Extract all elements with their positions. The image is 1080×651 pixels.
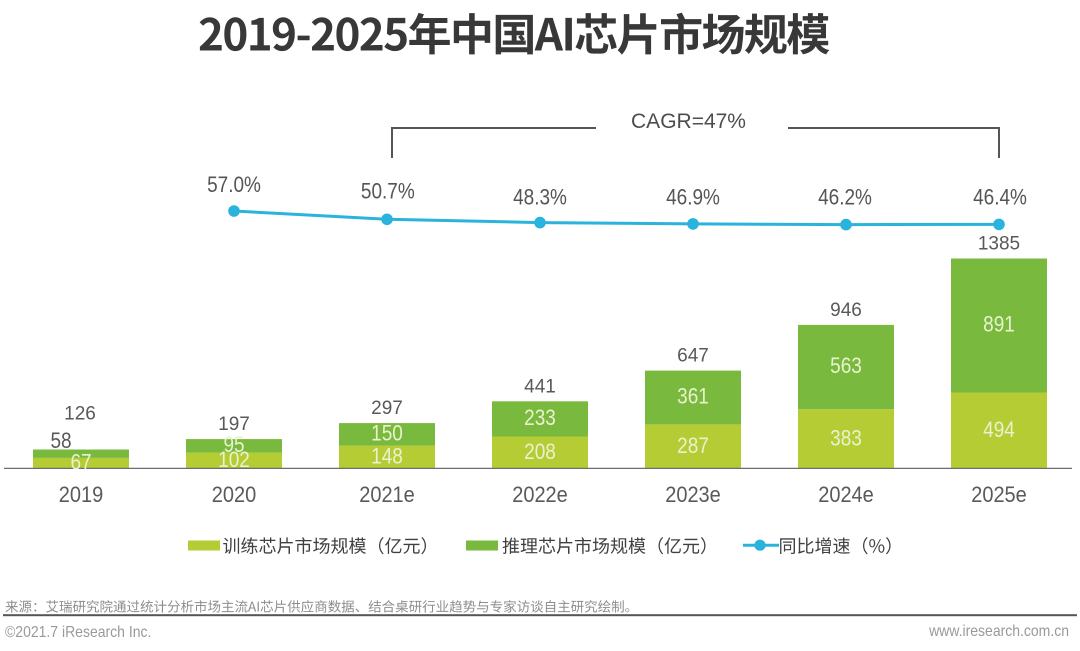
svg-text:©2021.7 iResearch Inc.: ©2021.7 iResearch Inc. (5, 624, 151, 641)
svg-text:287: 287 (677, 433, 709, 458)
svg-text:46.9%: 46.9% (666, 185, 720, 210)
svg-text:494: 494 (983, 417, 1015, 442)
svg-text:197: 197 (218, 414, 250, 435)
svg-text:233: 233 (524, 406, 556, 431)
svg-text:2025e: 2025e (971, 482, 1027, 507)
svg-text:48.3%: 48.3% (513, 185, 567, 210)
svg-text:46.4%: 46.4% (973, 185, 1027, 210)
svg-text:50.7%: 50.7% (361, 179, 415, 204)
svg-text:2024e: 2024e (818, 482, 874, 507)
svg-text:383: 383 (830, 426, 862, 451)
svg-text:1385: 1385 (978, 234, 1020, 255)
svg-text:2022e: 2022e (512, 482, 568, 507)
svg-text:946: 946 (830, 300, 862, 321)
svg-text:2023e: 2023e (665, 482, 721, 507)
svg-text:208: 208 (524, 439, 556, 464)
svg-text:647: 647 (677, 346, 709, 367)
svg-text:58: 58 (50, 429, 71, 454)
svg-text:441: 441 (524, 376, 556, 397)
svg-text:67: 67 (70, 450, 91, 475)
svg-text:126: 126 (64, 404, 96, 425)
svg-text:2019: 2019 (59, 482, 103, 507)
svg-text:148: 148 (371, 444, 403, 469)
svg-text:2021e: 2021e (359, 482, 415, 507)
svg-text:361: 361 (677, 384, 709, 409)
svg-text:102: 102 (218, 448, 250, 473)
svg-text:46.2%: 46.2% (818, 185, 872, 210)
svg-text:150: 150 (371, 421, 403, 446)
svg-text:297: 297 (371, 398, 403, 419)
svg-text:www.iresearch.com.cn: www.iresearch.com.cn (928, 623, 1069, 640)
svg-text:891: 891 (983, 312, 1015, 337)
svg-text:57.0%: 57.0% (207, 173, 261, 198)
svg-text:2020: 2020 (212, 482, 257, 507)
svg-text:563: 563 (830, 354, 862, 379)
svg-text:CAGR=47%: CAGR=47% (631, 110, 746, 133)
svg-text:95: 95 (223, 433, 244, 458)
